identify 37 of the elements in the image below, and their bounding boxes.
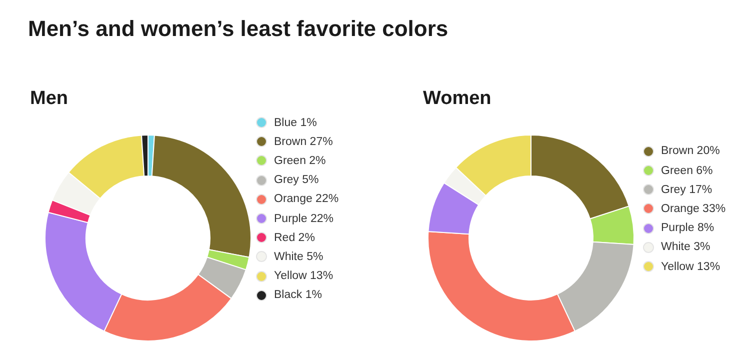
data-label: 3% xyxy=(694,241,710,254)
data-label: 33% xyxy=(702,202,726,215)
legend-label: Purple xyxy=(274,212,308,225)
legend-label: Green xyxy=(661,164,693,177)
legend-label: Brown xyxy=(661,145,694,158)
data-label: 1% xyxy=(305,289,322,302)
data-label: 27% xyxy=(310,136,333,148)
legend-label: Orange xyxy=(274,193,312,206)
legend-label: Grey xyxy=(661,184,686,196)
legend-label: Yellow xyxy=(274,270,307,282)
legend-label: Black xyxy=(274,289,302,302)
legend-label: Yellow xyxy=(661,260,694,273)
chart-title: Men’s and women’s least favorite colors xyxy=(28,16,448,42)
data-label: 17% xyxy=(689,184,712,196)
data-label: 1% xyxy=(300,116,317,129)
data-label: 13% xyxy=(310,270,334,282)
legend-label: Green xyxy=(274,154,306,167)
legend-label: White xyxy=(274,250,304,263)
data-label: 13% xyxy=(697,260,720,273)
data-label: 8% xyxy=(697,222,714,234)
data-label: 5% xyxy=(306,250,324,263)
legend-label: Brown xyxy=(274,136,307,148)
legend-label: Orange xyxy=(661,202,700,215)
data-label: 6% xyxy=(696,164,713,177)
data-label: 2% xyxy=(298,232,315,244)
data-label: 2% xyxy=(309,154,326,167)
legend-label: Grey xyxy=(274,174,299,186)
data-label: 20% xyxy=(696,145,720,158)
legend-label: White xyxy=(661,241,690,254)
data-label: 5% xyxy=(302,174,319,186)
chart-subtitle: Men xyxy=(30,88,68,110)
data-label: 22% xyxy=(316,193,339,206)
legend-label: Purple xyxy=(661,222,694,234)
data-label: 22% xyxy=(310,212,334,225)
legend-label: Red xyxy=(274,232,296,244)
legend-label: Blue xyxy=(274,116,298,129)
chart-subtitle: Women xyxy=(423,88,492,110)
